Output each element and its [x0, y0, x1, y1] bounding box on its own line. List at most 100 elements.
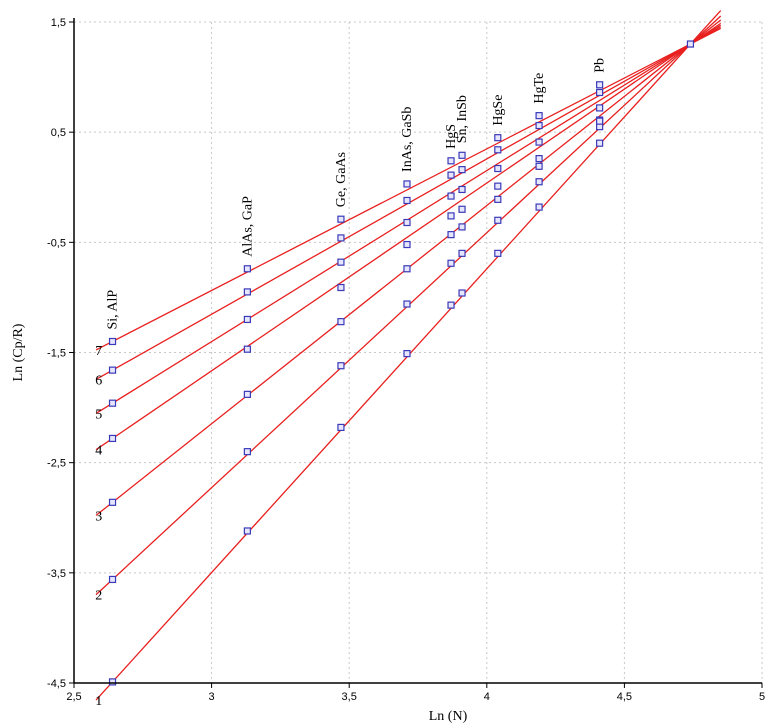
data-point	[108, 434, 117, 443]
data-point	[494, 195, 502, 203]
data-point	[596, 117, 604, 125]
y-tick-label: 0,5	[51, 127, 66, 139]
data-point	[108, 366, 117, 374]
data-point	[243, 448, 251, 456]
data-point	[458, 185, 466, 194]
data-point	[458, 151, 466, 159]
data-point	[108, 399, 117, 407]
compound-label: Ge, GaAs	[334, 152, 349, 207]
data-point	[458, 166, 466, 174]
data-point	[686, 40, 695, 48]
y-tick-label: -3,5	[47, 568, 66, 580]
label-layer: 1 2 3 4 5 6 7 Si, AlP AlAs, GaP Ge, GaAs InAs, GaS…	[95, 58, 607, 709]
x-tick-label: 4	[484, 691, 490, 703]
data-point	[337, 234, 345, 242]
data-point	[535, 112, 543, 120]
series-line-7	[95, 27, 722, 351]
data-point	[337, 318, 345, 326]
data-point	[243, 315, 251, 324]
curve-number: 3	[95, 509, 102, 524]
x-tick-label: 2,5	[66, 691, 81, 703]
y-axis-title: Ln (Cp/R)	[11, 323, 26, 381]
axis-layer	[73, 18, 762, 684]
tick-layer: 2,5 3 3,5 4 4,5 5 1,5 0,5 -0,5 -1,5 -2,5 -3,5 -4,5	[47, 17, 765, 703]
data-point	[403, 300, 411, 308]
data-point	[447, 212, 455, 220]
x-axis-title: Ln (N)	[429, 709, 468, 724]
y-tick-label: 1,5	[51, 17, 66, 29]
data-point	[447, 192, 455, 200]
x-tick-label: 3	[209, 691, 215, 703]
data-point	[596, 104, 604, 112]
y-tick-label: -0,5	[47, 237, 66, 249]
compound-label: HgTe	[532, 73, 547, 104]
data-point	[337, 362, 345, 370]
data-point	[243, 288, 251, 296]
compound-label: InAs, GaSb	[400, 107, 415, 172]
data-point	[458, 289, 466, 297]
y-tick-label: -2,5	[47, 458, 66, 470]
data-point	[535, 138, 543, 146]
data-point	[243, 265, 251, 273]
data-point	[535, 178, 543, 186]
series-line-4	[95, 22, 722, 451]
x-tick-label: 3,5	[342, 691, 357, 703]
data-point	[535, 162, 543, 170]
data-point	[447, 259, 455, 267]
data-point	[596, 139, 604, 147]
data-point	[403, 240, 411, 249]
data-point	[243, 527, 251, 535]
data-point	[535, 155, 543, 163]
data-point	[596, 88, 604, 97]
compound-label: Sn, InSb	[455, 95, 470, 143]
grid-layer	[74, 21, 763, 683]
data-point	[447, 301, 455, 309]
data-point	[494, 134, 502, 142]
data-point	[403, 180, 411, 188]
compound-label: Si, AlP	[106, 290, 121, 330]
data-point	[447, 157, 455, 165]
data-point	[458, 249, 466, 257]
data-point	[447, 231, 455, 239]
data-point	[447, 171, 455, 179]
x-tick-label: 5	[759, 691, 765, 703]
data-point	[494, 216, 502, 224]
curve-number: 6	[95, 373, 102, 388]
data-point	[494, 146, 502, 154]
curve-number: 5	[95, 407, 102, 422]
data-point	[458, 205, 466, 213]
data-point	[337, 423, 345, 432]
marker-layer	[108, 40, 695, 686]
data-point	[596, 81, 604, 89]
curve-number: 1	[95, 694, 102, 709]
data-point	[535, 203, 543, 211]
curve-number: 2	[95, 589, 102, 604]
data-point	[108, 575, 117, 584]
y-tick-label: -1,5	[47, 348, 66, 360]
data-point	[494, 249, 502, 257]
data-point	[494, 164, 502, 173]
data-point	[108, 337, 117, 346]
data-point	[403, 196, 411, 205]
data-point	[458, 223, 466, 231]
data-point	[337, 258, 345, 266]
data-point	[535, 121, 543, 130]
data-point	[108, 678, 117, 686]
compound-label: Pb	[593, 58, 608, 73]
data-point	[243, 345, 251, 353]
data-point	[494, 182, 502, 190]
data-point	[403, 350, 411, 358]
compound-label: AlAs, GaP	[240, 196, 255, 257]
curve-number: 4	[95, 444, 102, 459]
data-point	[403, 265, 411, 273]
data-point	[403, 218, 411, 227]
y-tick-label: -4,5	[47, 678, 66, 690]
curve-number: 7	[95, 344, 102, 359]
x-tick-label: 4,5	[617, 691, 632, 703]
data-point	[337, 215, 345, 223]
compound-label: HgS	[444, 124, 459, 149]
data-point	[108, 498, 117, 506]
data-point	[243, 390, 251, 398]
data-point	[337, 283, 345, 292]
